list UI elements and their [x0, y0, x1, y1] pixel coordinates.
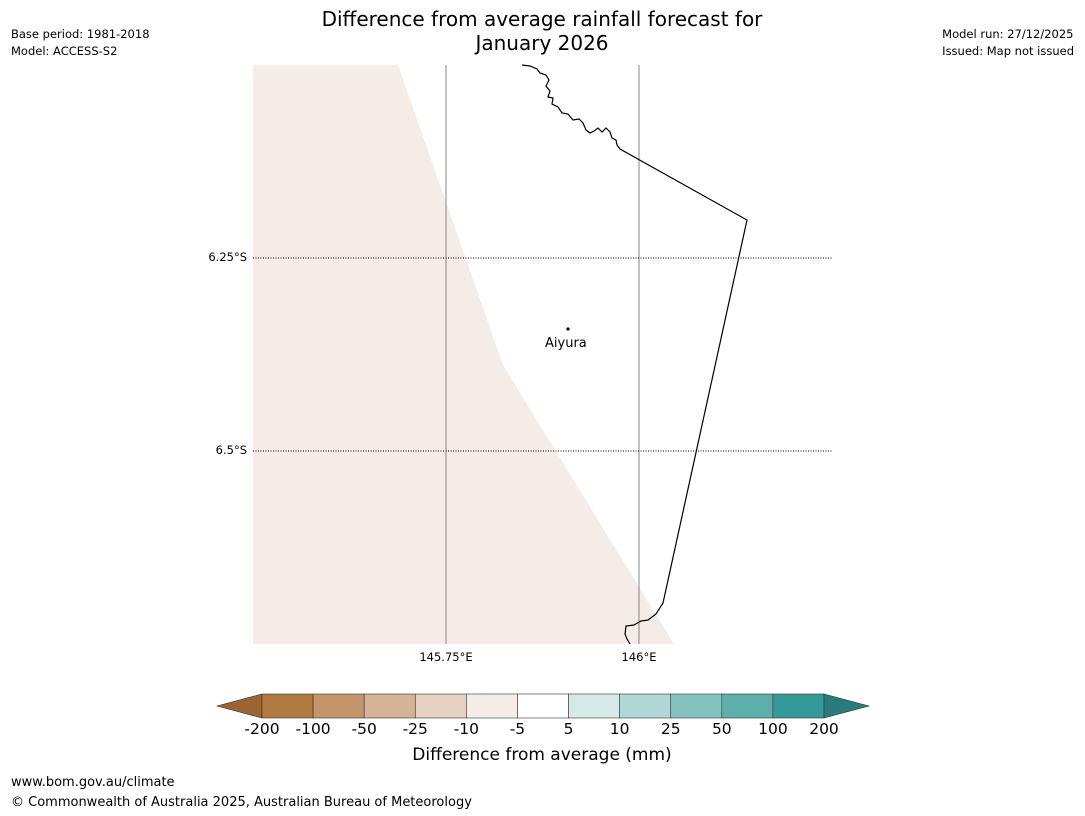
title-line-1: Difference from average rainfall forecas… [321, 7, 763, 31]
colorbar-segment [414, 693, 467, 719]
colorbar-tick-label: 25 [660, 720, 681, 738]
lon-label-145-75: 145.75°E [419, 650, 473, 664]
colorbar-segment [619, 693, 672, 719]
title-line-2: January 2026 [475, 31, 609, 55]
base-period-text: Base period: 1981-2018 [11, 27, 150, 41]
boundary-outline [521, 64, 748, 645]
colorbar-segment [466, 693, 518, 719]
colorbar-segment [312, 693, 365, 719]
colorbar-segment [772, 693, 825, 719]
meta-right: Model run: 27/12/2025 Issued: Map not is… [942, 26, 1074, 60]
colorbar-tick-label: -100 [295, 720, 331, 738]
colorbar-label: Difference from average (mm) [412, 745, 672, 765]
colorbar-tick-label: 100 [758, 720, 788, 738]
colorbar-segment [568, 693, 620, 719]
lon-label-146: 146°E [621, 650, 657, 664]
colorbar-tick-label: -25 [402, 720, 428, 738]
colorbar-tick-label: 5 [563, 720, 574, 738]
colorbar-tick-label: -10 [453, 720, 480, 738]
footer-url[interactable]: www.bom.gov.au/climate [11, 775, 175, 790]
lat-label-6-25: 6.25°S [208, 250, 247, 264]
colorbar-tick-label: -5 [509, 720, 526, 738]
aiyura-marker [566, 327, 570, 331]
colorbar-tick-label: 50 [711, 720, 732, 738]
city-label-aiyura: Aiyura [545, 336, 587, 351]
colorbar-tick-label: 200 [809, 720, 839, 738]
shaded-rainfall-region [253, 65, 674, 644]
meta-left: Base period: 1981-2018 Model: ACCESS-S2 [11, 26, 150, 60]
colorbar-segment [363, 693, 416, 719]
colorbar-tick-label: 10 [609, 720, 630, 738]
colorbar-segment [721, 693, 774, 719]
model-run-text: Model run: 27/12/2025 [942, 27, 1074, 41]
model-text: Model: ACCESS-S2 [11, 44, 118, 58]
colorbar-segment [670, 693, 723, 719]
colorbar-extend-low [215, 693, 263, 719]
colorbar [215, 693, 871, 719]
lat-label-6-5: 6.5°S [215, 443, 247, 457]
footer-copyright: © Commonwealth of Australia 2025, Austra… [11, 795, 472, 810]
colorbar-segment [261, 693, 314, 719]
colorbar-tick-label: -200 [244, 720, 280, 738]
map-title: Difference from average rainfall forecas… [242, 7, 842, 55]
colorbar-extend-high [823, 693, 871, 719]
issued-text: Issued: Map not issued [942, 44, 1074, 58]
colorbar-segment [517, 693, 569, 719]
colorbar-tick-label: -50 [351, 720, 377, 738]
